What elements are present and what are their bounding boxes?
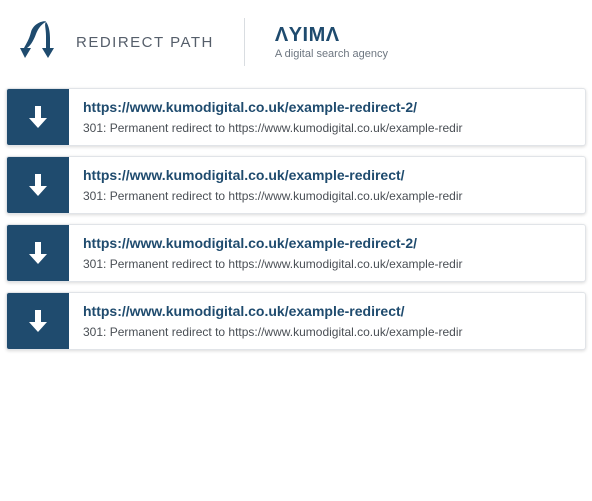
arrow-down-icon — [7, 225, 69, 281]
redirect-list: https://www.kumodigital.co.uk/example-re… — [0, 88, 592, 350]
arrow-down-icon — [7, 157, 69, 213]
redirect-row-body: https://www.kumodigital.co.uk/example-re… — [69, 89, 585, 145]
brand-left: REDIRECT PATH — [20, 18, 214, 66]
redirect-status: 301: Permanent redirect to https://www.k… — [83, 121, 571, 135]
redirect-url[interactable]: https://www.kumodigital.co.uk/example-re… — [83, 167, 571, 183]
arrow-down-icon — [7, 89, 69, 145]
agency-tagline: A digital search agency — [275, 48, 388, 60]
redirect-row-body: https://www.kumodigital.co.uk/example-re… — [69, 225, 585, 281]
redirect-row[interactable]: https://www.kumodigital.co.uk/example-re… — [6, 156, 586, 214]
redirect-row-body: https://www.kumodigital.co.uk/example-re… — [69, 293, 585, 349]
redirect-status: 301: Permanent redirect to https://www.k… — [83, 325, 571, 339]
brand-right: ΛYIMΛ A digital search agency — [275, 25, 388, 60]
redirect-url[interactable]: https://www.kumodigital.co.uk/example-re… — [83, 99, 571, 115]
redirect-path-logo-icon — [20, 18, 64, 66]
redirect-status: 301: Permanent redirect to https://www.k… — [83, 257, 571, 271]
header-divider — [244, 18, 245, 66]
redirect-row[interactable]: https://www.kumodigital.co.uk/example-re… — [6, 224, 586, 282]
redirect-url[interactable]: https://www.kumodigital.co.uk/example-re… — [83, 235, 571, 251]
redirect-row[interactable]: https://www.kumodigital.co.uk/example-re… — [6, 292, 586, 350]
header: REDIRECT PATH ΛYIMΛ A digital search age… — [0, 0, 592, 88]
redirect-url[interactable]: https://www.kumodigital.co.uk/example-re… — [83, 303, 571, 319]
brand-title: REDIRECT PATH — [76, 34, 214, 51]
redirect-row-body: https://www.kumodigital.co.uk/example-re… — [69, 157, 585, 213]
redirect-row[interactable]: https://www.kumodigital.co.uk/example-re… — [6, 88, 586, 146]
redirect-status: 301: Permanent redirect to https://www.k… — [83, 189, 571, 203]
agency-name: ΛYIMΛ — [275, 25, 388, 45]
arrow-down-icon — [7, 293, 69, 349]
